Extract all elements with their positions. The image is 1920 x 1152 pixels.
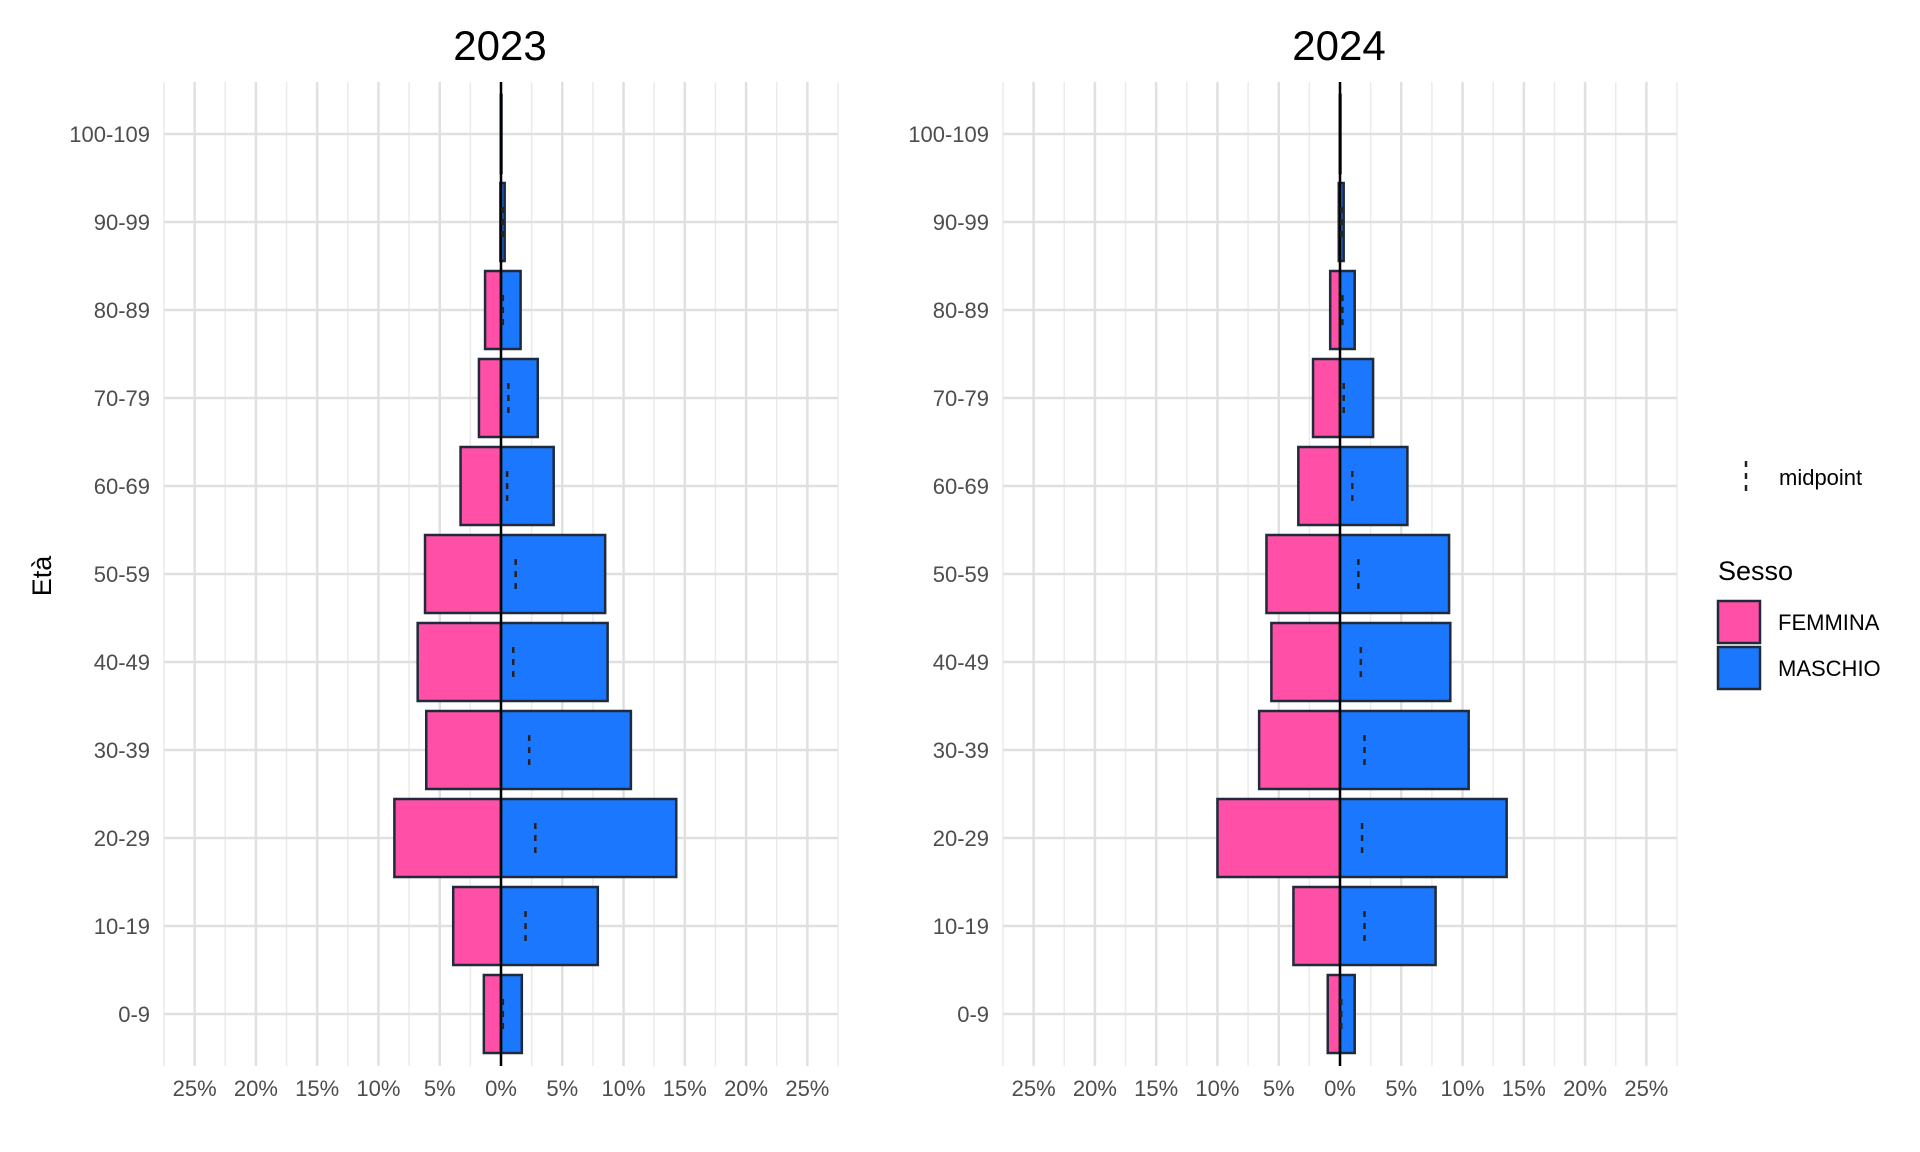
bar-maschio-0-9 (499, 973, 524, 1055)
bar-femmina-30-39 (1257, 709, 1342, 791)
x-tick-label: 20% (724, 1076, 768, 1101)
bar-femmina-80-89 (1328, 269, 1342, 351)
y-tick-label: 80-89 (933, 298, 989, 323)
bar-maschio-40-49 (1338, 621, 1452, 703)
panels: 2023 0-9 10-19 20-29 30-39 40-49 50-59 60-69 70-… (69, 22, 1678, 1101)
bar-maschio-30-39 (1338, 709, 1470, 791)
y-tick-label: 90-99 (94, 210, 150, 235)
y-tick-label: 30-39 (94, 738, 150, 763)
bar-femmina-10-19 (451, 885, 503, 967)
bar-femmina-10-19 (1292, 885, 1342, 967)
bar-femmina-30-39 (424, 709, 503, 791)
panel-title: 2024 (1292, 22, 1385, 69)
panel-title: 2023 (453, 22, 546, 69)
legend-swatch-femmina (1716, 599, 1762, 645)
y-tick-label: 80-89 (94, 298, 150, 323)
bar-femmina-60-69 (1297, 445, 1342, 527)
x-tick-label: 0% (485, 1076, 517, 1101)
bar-femmina-40-49 (1270, 621, 1342, 703)
bar-femmina-60-69 (459, 445, 503, 527)
legend-label-femmina: FEMMINA (1778, 610, 1880, 635)
bar-femmina-80-89 (483, 269, 503, 351)
legend-label-maschio: MASCHIO (1778, 656, 1881, 681)
bar-maschio-60-69 (499, 445, 555, 527)
x-tick-label: 20% (1563, 1076, 1607, 1101)
x-tick-label: 5% (424, 1076, 456, 1101)
y-tick-label: 20-29 (933, 826, 989, 851)
bar-maschio-10-19 (499, 885, 600, 967)
y-tick-label: 40-49 (933, 650, 989, 675)
y-tick-label: 100-109 (908, 122, 989, 147)
x-tick-label: 15% (1134, 1076, 1178, 1101)
x-tick-label: 10% (356, 1076, 400, 1101)
bar-femmina-70-79 (477, 357, 503, 439)
legend-swatch-maschio (1716, 645, 1762, 691)
bar-maschio-20-29 (499, 797, 678, 879)
panel-2023: 2023 0-9 10-19 20-29 30-39 40-49 50-59 60-69 70-… (69, 22, 839, 1101)
x-tick-label: 10% (1195, 1076, 1239, 1101)
bar-femmina-20-29 (1216, 797, 1342, 879)
x-tick-label: 10% (602, 1076, 646, 1101)
x-tick-label: 5% (546, 1076, 578, 1101)
legend-title: Sesso (1718, 556, 1793, 586)
x-tick-label: 25% (173, 1076, 217, 1101)
panel-2024: 2024 0-9 10-19 20-29 30-39 40-49 50-59 60-69 70-… (908, 22, 1678, 1101)
y-tick-label: 60-69 (933, 474, 989, 499)
bar-maschio-70-79 (1338, 357, 1375, 439)
legend-midpoint-label: midpoint (1779, 465, 1862, 490)
bar-maschio-70-79 (499, 357, 540, 439)
bar-femmina-0-9 (1326, 973, 1342, 1055)
bar-maschio-30-39 (499, 709, 633, 791)
x-tick-label: 25% (785, 1076, 829, 1101)
x-tick-label: 10% (1441, 1076, 1485, 1101)
x-tick-label: 15% (663, 1076, 707, 1101)
x-tick-label: 20% (234, 1076, 278, 1101)
bar-maschio-60-69 (1338, 445, 1409, 527)
y-tick-label: 50-59 (94, 562, 150, 587)
x-tick-label: 15% (1502, 1076, 1546, 1101)
bar-maschio-40-49 (499, 621, 609, 703)
y-tick-label: 70-79 (933, 386, 989, 411)
bar-femmina-50-59 (423, 533, 503, 615)
x-tick-label: 5% (1385, 1076, 1417, 1101)
y-tick-label: 0-9 (118, 1002, 150, 1027)
bar-maschio-20-29 (1338, 797, 1508, 879)
bar-femmina-0-9 (482, 973, 503, 1055)
y-tick-label: 30-39 (933, 738, 989, 763)
bar-femmina-40-49 (416, 621, 503, 703)
y-tick-label: 0-9 (957, 1002, 989, 1027)
x-tick-label: 0% (1324, 1076, 1356, 1101)
legend: midpoint Sesso FEMMINA MASCHIO (1716, 461, 1881, 691)
y-tick-label: 10-19 (94, 914, 150, 939)
y-tick-label: 60-69 (94, 474, 150, 499)
bar-maschio-10-19 (1338, 885, 1437, 967)
y-tick-label: 90-99 (933, 210, 989, 235)
x-tick-label: 20% (1073, 1076, 1117, 1101)
bar-femmina-50-59 (1265, 533, 1342, 615)
bar-maschio-50-59 (499, 533, 607, 615)
y-tick-label: 100-109 (69, 122, 150, 147)
y-tick-label: 50-59 (933, 562, 989, 587)
y-tick-label: 70-79 (94, 386, 150, 411)
x-tick-label: 15% (295, 1076, 339, 1101)
bar-femmina-70-79 (1311, 357, 1342, 439)
y-tick-label: 40-49 (94, 650, 150, 675)
bar-femmina-20-29 (393, 797, 503, 879)
bar-maschio-50-59 (1338, 533, 1451, 615)
y-axis-title: Età (27, 555, 57, 597)
y-tick-label: 20-29 (94, 826, 150, 851)
x-tick-label: 25% (1012, 1076, 1056, 1101)
x-tick-label: 25% (1624, 1076, 1668, 1101)
y-tick-label: 10-19 (933, 914, 989, 939)
x-tick-label: 5% (1263, 1076, 1295, 1101)
